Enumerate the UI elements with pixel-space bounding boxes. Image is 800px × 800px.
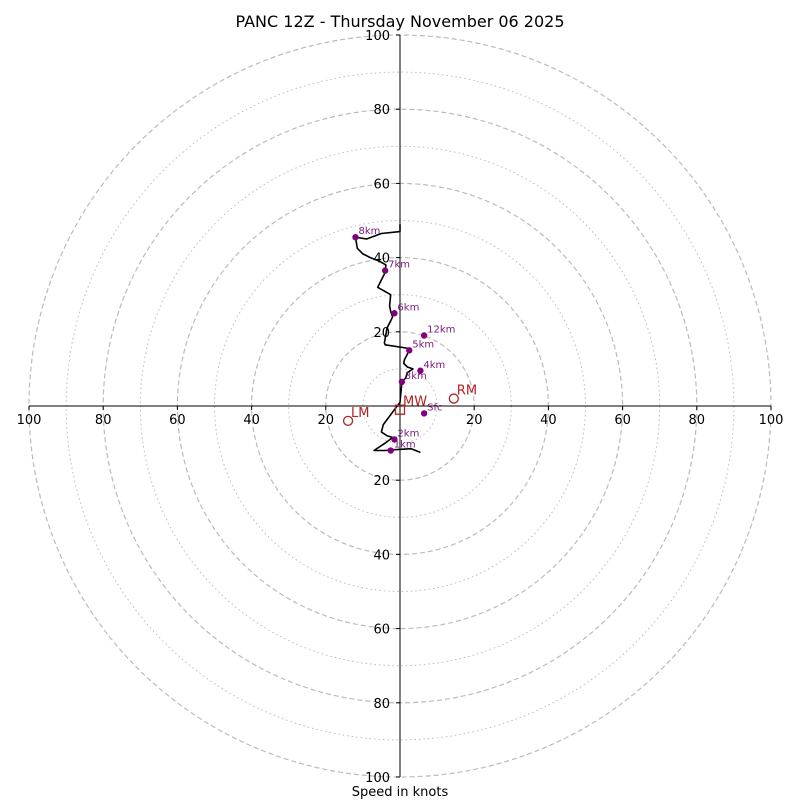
x-tick-label: 100 (759, 413, 784, 428)
y-tick-label: 80 (373, 103, 390, 118)
x-tick-label: 20 (466, 413, 483, 428)
y-tick-label: 20 (373, 474, 390, 489)
x-tick-label: 20 (318, 413, 335, 428)
height-point-3km (398, 378, 406, 386)
height-label-sfc: Sfc (427, 402, 442, 413)
y-tick-label: 40 (373, 252, 390, 267)
height-point-8km (352, 233, 359, 241)
axes (29, 35, 771, 777)
y-tick-label: 60 (373, 623, 390, 638)
height-label-8km: 8km (358, 226, 380, 237)
x-tick-label: 80 (95, 413, 112, 428)
x-tick-label: 60 (169, 413, 186, 428)
storm-marker-rm (448, 393, 459, 404)
x-tick-label: 100 (17, 413, 42, 428)
height-point-4km (417, 367, 424, 374)
y-tick-label: 80 (373, 697, 390, 712)
x-tick-label: 40 (243, 413, 260, 428)
y-tick-label: 60 (373, 177, 390, 192)
height-point-12km (420, 332, 428, 339)
height-point-5km (406, 347, 413, 354)
height-point-sfc (420, 410, 428, 417)
storm-label-mw: MW (403, 395, 427, 410)
x-tick-label: 60 (614, 413, 631, 428)
height-label-5km: 5km (412, 339, 434, 350)
x-tick-label: 40 (540, 413, 557, 428)
height-point-7km (381, 267, 389, 274)
chart-title: PANC 12Z - Thursday November 06 2025 (235, 12, 564, 31)
y-tick-label: 100 (365, 29, 390, 44)
x-tick-label: 80 (689, 413, 706, 428)
height-label-7km: 7km (388, 260, 410, 271)
y-tick-label: 40 (373, 548, 390, 563)
height-point-6km (391, 310, 398, 317)
storm-label-lm: LM (351, 406, 369, 421)
storm-marker-lm (342, 415, 354, 426)
storm-label-rm: RM (457, 384, 477, 399)
height-point-1km (387, 447, 394, 454)
storm-marker-mw (394, 404, 406, 415)
x-axis-label: Speed in knots (352, 785, 449, 800)
storm-motion-markers: RM LM MW (342, 384, 477, 426)
height-label-12km: 12km (427, 325, 455, 336)
height-label-1km: 1km (394, 440, 416, 451)
y-tick-label: 100 (365, 771, 390, 786)
height-label-4km: 4km (423, 360, 445, 371)
height-label-6km: 6km (397, 302, 419, 313)
height-label-2km: 2km (397, 428, 419, 439)
height-label-3km: 3km (405, 371, 427, 382)
height-point-2km (391, 436, 398, 443)
tick-labels: 100 80 60 40 20 20 40 60 80 100100806040202040608… (17, 29, 784, 786)
